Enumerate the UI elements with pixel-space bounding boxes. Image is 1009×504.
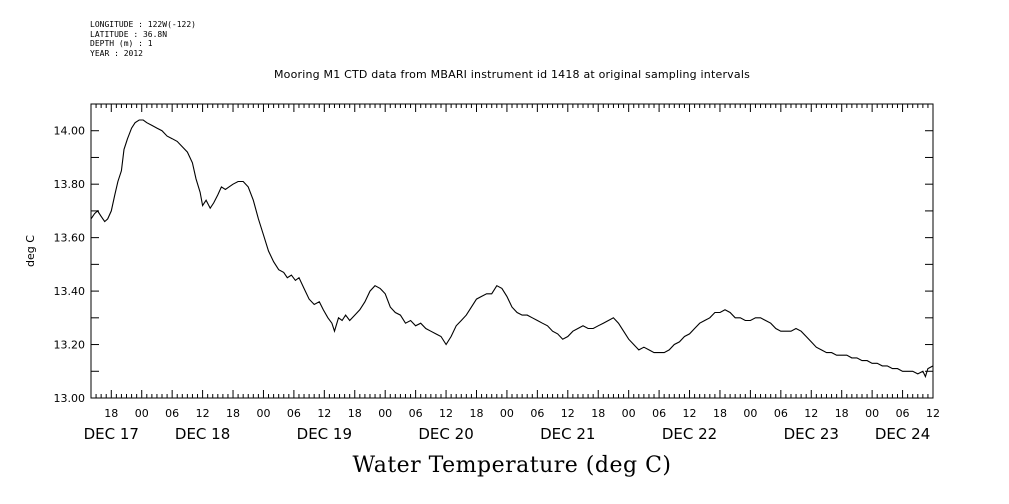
y-tick-label: 13.20 <box>54 339 86 352</box>
x-tick-label: 06 <box>287 407 301 420</box>
x-tick-label: 06 <box>409 407 423 420</box>
x-day-label: DEC 22 <box>662 425 717 443</box>
x-tick-label: 12 <box>317 407 331 420</box>
x-day-label: DEC 21 <box>540 425 595 443</box>
x-day-label: DEC 24 <box>875 425 930 443</box>
x-tick-label: 18 <box>591 407 605 420</box>
x-day-label: DEC 23 <box>784 425 839 443</box>
x-tick-label: 00 <box>865 407 879 420</box>
y-tick-label: 13.80 <box>54 178 86 191</box>
x-tick-label: 00 <box>256 407 270 420</box>
x-tick-label: 18 <box>835 407 849 420</box>
x-tick-label: 06 <box>774 407 788 420</box>
x-tick-label: 12 <box>439 407 453 420</box>
x-tick-label: 06 <box>652 407 666 420</box>
axis-ticks <box>90 104 934 399</box>
latitude-text: LATITUDE : 36.8N <box>90 29 168 39</box>
x-tick-label: 18 <box>348 407 362 420</box>
x-tick-label: 18 <box>469 407 483 420</box>
x-day-label: DEC 20 <box>418 425 473 443</box>
x-tick-label: 06 <box>896 407 910 420</box>
x-tick-label: 18 <box>104 407 118 420</box>
y-tick-label: 13.40 <box>54 285 86 298</box>
y-tick-label: 13.60 <box>54 232 86 245</box>
x-tick-label: 06 <box>530 407 544 420</box>
x-tick-label: 06 <box>165 407 179 420</box>
x-day-label: DEC 18 <box>175 425 230 443</box>
y-axis-label: deg C <box>24 235 37 267</box>
x-tick-label: 00 <box>378 407 392 420</box>
metadata-block: LONGITUDE : 122W(-122) LATITUDE : 36.8N … <box>90 20 196 58</box>
x-tick-label: 18 <box>713 407 727 420</box>
longitude-text: LONGITUDE : 122W(-122) <box>90 20 196 29</box>
x-tick-label: 00 <box>500 407 514 420</box>
x-tick-label: 12 <box>196 407 210 420</box>
chart-title: Mooring M1 CTD data from MBARI instrumen… <box>273 68 751 81</box>
axis-labels: 18 00 06 12 18 00 06 12 18 00 06 12 18 00 06 12 18 00 06 12… <box>54 125 941 443</box>
y-tick-label: 14.00 <box>54 125 86 138</box>
year-text: YEAR : 2012 <box>90 48 143 58</box>
x-tick-label: 00 <box>135 407 149 420</box>
x-tick-label: 00 <box>622 407 636 420</box>
x-tick-label: 12 <box>683 407 697 420</box>
y-tick-label: 13.00 <box>54 392 86 405</box>
x-tick-label: 00 <box>743 407 757 420</box>
x-tick-label: 12 <box>561 407 575 420</box>
figure-caption: Water Temperature (deg C) <box>352 453 672 478</box>
x-tick-label: 12 <box>926 407 940 420</box>
x-tick-label: 18 <box>226 407 240 420</box>
depth-text: DEPTH (m) : 1 <box>90 39 153 48</box>
water-temperature-line <box>90 119 934 379</box>
x-day-label: DEC 17 <box>84 425 139 443</box>
plot-frame <box>90 103 934 399</box>
x-day-label: DEC 19 <box>297 425 352 443</box>
x-tick-label: 12 <box>804 407 818 420</box>
